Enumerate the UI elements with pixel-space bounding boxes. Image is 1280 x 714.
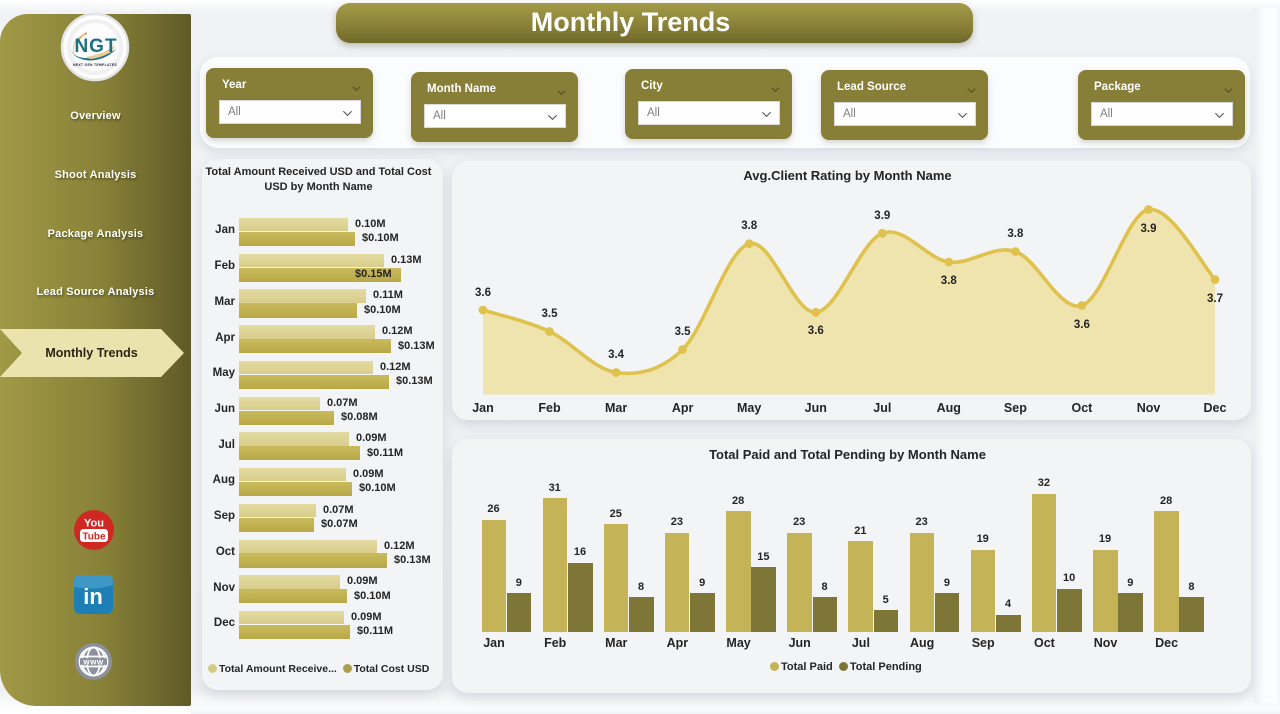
svg-text:NGT: NGT: [74, 36, 117, 57]
svg-text:NEXT GEN TEMPLATES: NEXT GEN TEMPLATES: [73, 63, 117, 67]
svg-text:Tube: Tube: [82, 532, 106, 543]
svg-text:You: You: [84, 518, 104, 530]
svg-text:www: www: [82, 657, 103, 666]
svg-text:in: in: [83, 584, 103, 609]
